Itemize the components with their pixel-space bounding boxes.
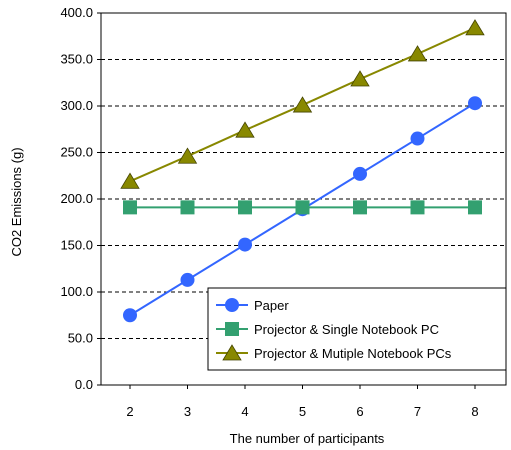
series-1 [123,200,482,215]
data-point [292,96,313,113]
y-tick-label: 350.0 [60,52,93,67]
data-point [295,200,310,215]
series-2 [120,19,485,189]
x-tick-label: 3 [184,404,191,419]
legend-marker [225,322,239,336]
y-axis-ticks: 0.0 50.0 100.0 150.0 200.0 250.0 300.0 350.0 400… [60,5,101,392]
y-tick-label: 100.0 [60,284,93,299]
data-point [468,200,482,215]
x-tick-label: 8 [471,404,478,419]
y-tick-label: 150.0 [60,238,93,253]
y-axis-title: CO2 Emissions (g) [9,147,24,256]
data-point [407,45,428,62]
legend-item: Projector & Mutiple Notebook PCs [216,344,452,361]
x-tick-label: 7 [414,404,421,419]
legend-label: Projector & Mutiple Notebook PCs [254,346,452,361]
series-layer [120,19,485,323]
x-axis-ticks: 2 3 4 5 6 7 8 [126,385,479,419]
legend-item: Projector & Single Notebook PC [216,322,439,337]
legend-label: Projector & Single Notebook PC [254,322,439,337]
data-point [238,237,252,252]
data-point [410,131,425,146]
x-tick-label: 6 [356,404,363,419]
y-tick-label: 0.0 [75,377,93,392]
data-point [410,200,425,215]
data-point [123,200,137,215]
data-point [465,19,485,36]
x-tick-label: 2 [126,404,133,419]
y-tick-label: 300.0 [60,98,93,113]
data-point [123,308,137,323]
data-point [177,147,198,164]
legend-marker [222,344,242,361]
y-tick-label: 400.0 [60,5,93,20]
legend-item: Paper [216,298,289,313]
x-tick-label: 4 [241,404,248,419]
y-tick-label: 50.0 [68,331,93,346]
data-point [180,272,195,287]
data-point [235,121,255,138]
data-point [353,166,367,181]
x-axis-title: The number of participants [230,431,385,446]
y-tick-label: 250.0 [60,145,93,160]
legend-label: Paper [254,298,289,313]
data-point [238,200,252,215]
legend: Paper Projector & Single Notebook PC Proje… [207,287,507,371]
data-point [120,172,140,189]
data-point [350,70,370,87]
y-tick-label: 200.0 [60,191,93,206]
legend-box [207,287,507,371]
data-point [353,200,367,215]
legend-marker [225,298,239,312]
x-tick-label: 5 [299,404,306,419]
data-point [468,96,482,111]
data-point [180,200,195,215]
